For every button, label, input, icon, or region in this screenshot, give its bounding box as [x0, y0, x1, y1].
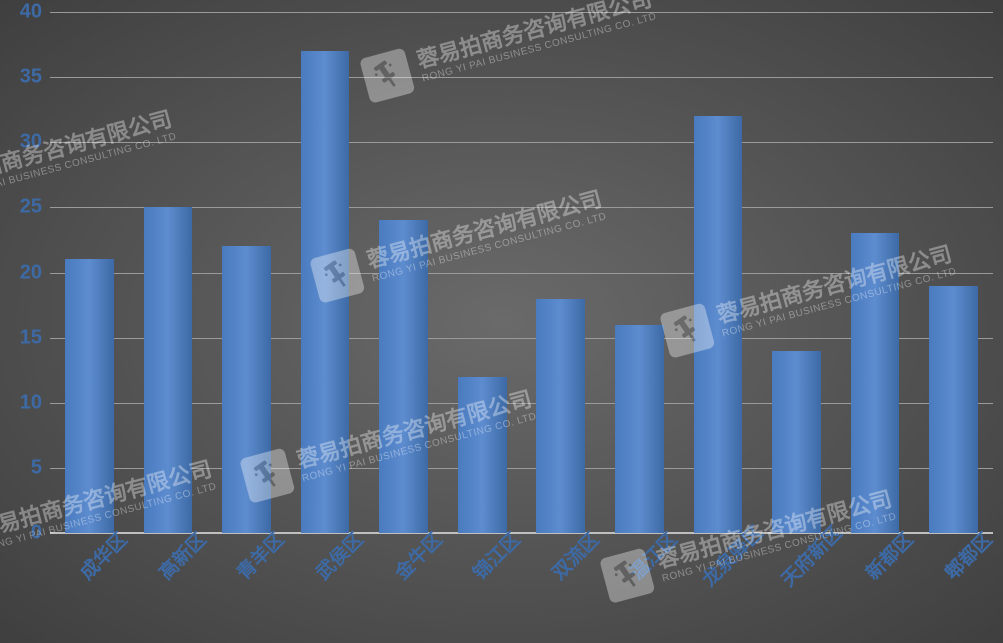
x-tick-label: 新都区	[859, 526, 918, 585]
bar	[65, 259, 114, 533]
x-tick-label: 成华区	[73, 526, 132, 585]
x-tick-label: 高新区	[152, 526, 211, 585]
bar	[536, 299, 585, 533]
bar	[929, 286, 978, 533]
bar	[144, 207, 193, 533]
y-tick-label: 25	[20, 196, 50, 219]
bar	[851, 233, 900, 533]
y-tick-label: 15	[20, 326, 50, 349]
grid-line	[50, 77, 993, 78]
x-tick-label: 锦江区	[466, 526, 525, 585]
y-tick-label: 40	[20, 1, 50, 24]
x-tick-label: 金牛区	[388, 526, 447, 585]
grid-line	[50, 12, 993, 13]
x-tick-label: 青羊区	[231, 526, 290, 585]
y-tick-label: 0	[31, 522, 50, 545]
bar	[379, 220, 428, 533]
grid-line	[50, 142, 993, 143]
y-tick-label: 35	[20, 66, 50, 89]
x-tick-label: 郫都区	[938, 526, 997, 585]
y-tick-label: 10	[20, 391, 50, 414]
y-tick-label: 5	[31, 456, 50, 479]
y-tick-label: 20	[20, 261, 50, 284]
x-tick-label: 武侯区	[309, 526, 368, 585]
bar	[458, 377, 507, 533]
x-tick-label: 双流区	[545, 526, 604, 585]
bar	[615, 325, 664, 533]
chart-container: 0 5 10 15 20 25 30 35 40 成华区高新区青羊区武侯区金牛区锦江区双流区温江区…	[0, 0, 1003, 643]
plot-area: 0510152025303540成华区高新区青羊区武侯区金牛区锦江区双流区温江区…	[50, 12, 993, 533]
bar	[772, 351, 821, 533]
bar	[694, 116, 743, 533]
bar	[222, 246, 271, 533]
y-tick-label: 30	[20, 131, 50, 154]
x-tick-label: 温江区	[623, 526, 682, 585]
bar	[301, 51, 350, 533]
